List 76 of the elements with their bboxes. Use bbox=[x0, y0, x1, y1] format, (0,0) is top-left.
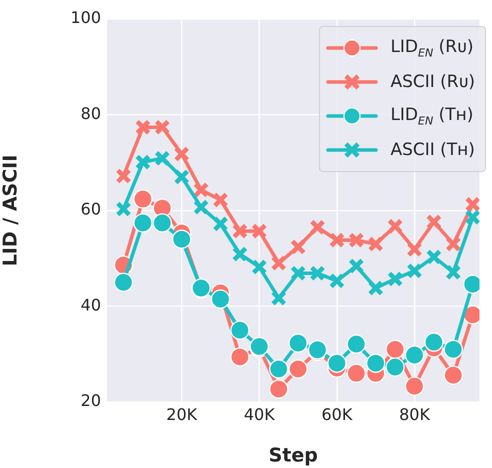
point bbox=[212, 192, 228, 208]
y-tick-label: 100 bbox=[70, 8, 101, 28]
legend-label: ASCII (Rᴜ) bbox=[390, 72, 475, 92]
point bbox=[310, 219, 326, 236]
point bbox=[426, 214, 442, 230]
point bbox=[134, 119, 151, 136]
point bbox=[251, 259, 268, 275]
point bbox=[406, 262, 422, 279]
point bbox=[346, 364, 366, 383]
point bbox=[232, 223, 248, 239]
y-tick-label: 60 bbox=[80, 200, 101, 219]
point bbox=[193, 199, 209, 216]
point bbox=[348, 232, 364, 248]
point bbox=[348, 258, 364, 274]
y-tick-label: 20 bbox=[80, 391, 101, 410]
legend-label: LID$_{EN}$ (Rᴜ) bbox=[390, 36, 474, 60]
legend-label: ASCII (Tʜ) bbox=[390, 140, 475, 160]
point bbox=[404, 376, 424, 396]
point bbox=[251, 223, 268, 239]
x-tick-label: 80K bbox=[399, 404, 430, 424]
point bbox=[328, 232, 345, 248]
point bbox=[445, 264, 462, 280]
point bbox=[269, 359, 288, 379]
point bbox=[133, 189, 152, 209]
point bbox=[445, 236, 462, 252]
point bbox=[424, 332, 444, 352]
point bbox=[386, 340, 405, 359]
point bbox=[269, 379, 288, 399]
point bbox=[230, 347, 250, 367]
point bbox=[464, 196, 480, 212]
y-tick-label: 40 bbox=[80, 295, 101, 314]
point bbox=[290, 238, 306, 255]
point bbox=[387, 271, 404, 287]
point bbox=[174, 169, 190, 185]
x-axis-title: Step bbox=[268, 444, 318, 467]
point bbox=[116, 168, 132, 184]
point bbox=[270, 290, 287, 306]
point bbox=[270, 255, 287, 272]
point bbox=[290, 265, 306, 282]
point bbox=[406, 241, 422, 258]
point bbox=[133, 213, 152, 233]
point bbox=[444, 366, 463, 385]
point bbox=[154, 119, 170, 136]
point bbox=[134, 154, 151, 170]
point bbox=[152, 213, 172, 233]
point bbox=[114, 272, 134, 292]
point bbox=[212, 216, 228, 232]
point bbox=[116, 201, 132, 217]
point bbox=[288, 334, 308, 353]
point bbox=[368, 236, 384, 252]
point bbox=[444, 340, 463, 359]
point bbox=[232, 246, 248, 262]
x-tick-label: 60K bbox=[321, 404, 353, 424]
point bbox=[346, 334, 366, 354]
point bbox=[193, 182, 209, 198]
x-tick-label: 20K bbox=[166, 404, 198, 424]
y-axis-title: LID / ASCII bbox=[0, 154, 22, 266]
point bbox=[368, 280, 384, 296]
point bbox=[366, 354, 386, 373]
point bbox=[230, 320, 250, 340]
x-tick-label: 40K bbox=[244, 404, 276, 424]
point bbox=[328, 272, 345, 289]
point bbox=[174, 146, 190, 162]
point bbox=[154, 150, 170, 166]
point bbox=[464, 209, 480, 226]
point bbox=[404, 345, 424, 365]
y-tick-label: 80 bbox=[80, 104, 101, 123]
point bbox=[210, 289, 230, 309]
point bbox=[327, 354, 347, 373]
point bbox=[310, 265, 326, 282]
point bbox=[386, 357, 405, 377]
point bbox=[426, 249, 442, 265]
point bbox=[288, 359, 308, 379]
legend-label: LID$_{EN}$ (Tʜ) bbox=[390, 104, 474, 128]
point bbox=[387, 218, 404, 234]
point bbox=[172, 230, 192, 249]
